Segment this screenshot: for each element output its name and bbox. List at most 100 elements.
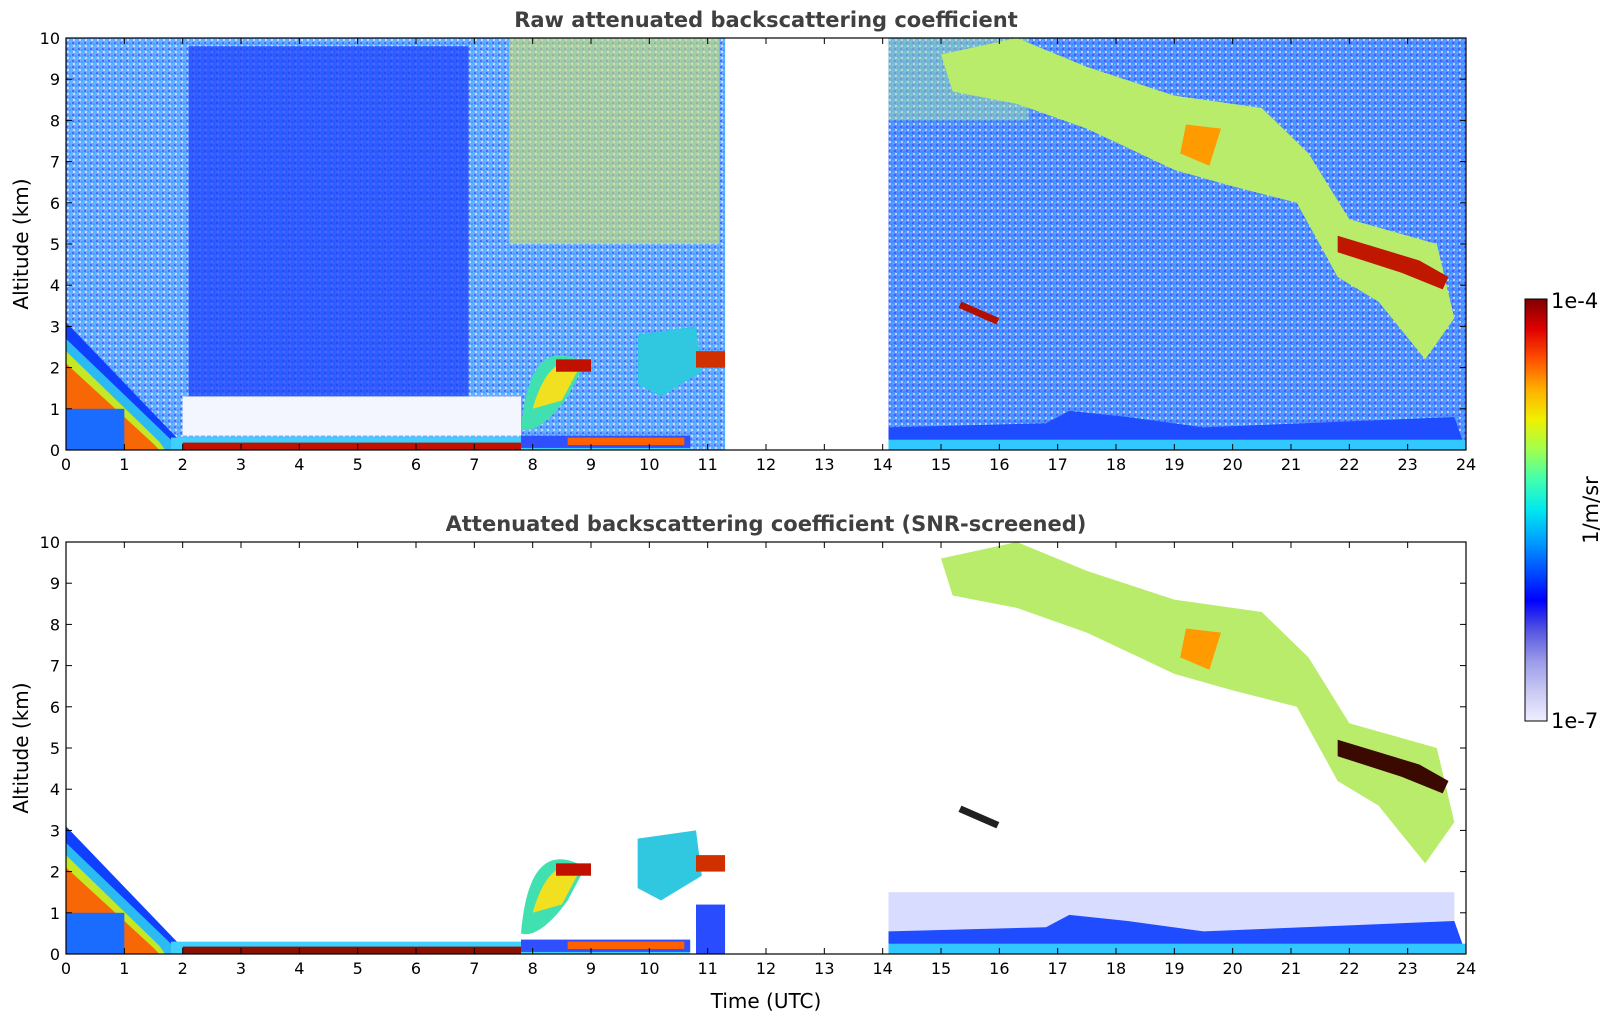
top-low-cloud-top <box>556 359 591 372</box>
bottom-ytick-label: 3 <box>50 821 60 840</box>
top-xtick-label: 8 <box>528 455 538 474</box>
bottom-xtick-label: 13 <box>814 959 834 978</box>
top-xtick-label: 0 <box>61 455 71 474</box>
top-surface-right-cyan <box>888 439 1466 450</box>
top-xtick-label: 7 <box>469 455 479 474</box>
bottom-xtick-label: 24 <box>1456 959 1476 978</box>
bottom-xlabel: Time (UTC) <box>710 989 822 1013</box>
bottom-low-cloud-2 <box>637 830 702 901</box>
top-ytick-label: 6 <box>50 194 60 213</box>
colorbar: 1e-4 1e-7 1/m/sr <box>1524 289 1603 733</box>
top-clear-zone <box>182 396 521 436</box>
top-xtick-label: 2 <box>178 455 188 474</box>
bottom-xtick-label: 14 <box>872 959 892 978</box>
top-cirrus-core <box>1180 124 1221 166</box>
top-xtick-label: 4 <box>294 455 304 474</box>
bottom-xtick-label: 20 <box>1222 959 1242 978</box>
top-heatmap <box>66 38 1466 450</box>
top-xtick-label: 19 <box>1164 455 1184 474</box>
bottom-bl-base <box>66 912 125 954</box>
top-low-cloud-core <box>532 363 580 409</box>
bottom-xtick-label: 15 <box>931 959 951 978</box>
bottom-ytick-label: 6 <box>50 698 60 717</box>
bottom-elevated-layer <box>958 805 1000 829</box>
bottom-xtick-label: 0 <box>61 959 71 978</box>
top-ytick-label: 4 <box>50 276 60 295</box>
top-xtick-label: 14 <box>872 455 892 474</box>
top-xtick-label: 23 <box>1397 455 1417 474</box>
colorbar-min-label: 1e-7 <box>1551 709 1598 733</box>
bottom-xtick-label: 12 <box>756 959 776 978</box>
bottom-ylabel: Altitude (km) <box>9 682 33 813</box>
bottom-ytick-label: 0 <box>50 945 60 964</box>
bottom-xtick-label: 1 <box>119 959 129 978</box>
top-panel: Raw attenuated backscattering coefficien… <box>9 8 1476 474</box>
colorbar-unit-label: 1/m/sr <box>1579 476 1603 544</box>
bottom-cirrus <box>941 542 1455 864</box>
top-data-gap <box>725 38 889 450</box>
bottom-xtick-label: 9 <box>586 959 596 978</box>
top-ylabel: Altitude (km) <box>9 178 33 309</box>
top-ytick-label: 5 <box>50 235 60 254</box>
bottom-xtick-label: 11 <box>697 959 717 978</box>
top-xtick-label: 24 <box>1456 455 1476 474</box>
bottom-surface-right-cyan <box>888 943 1466 954</box>
bottom-xtick-label: 16 <box>989 959 1009 978</box>
bottom-ytick-label: 7 <box>50 657 60 676</box>
bottom-surface-orange <box>567 941 685 950</box>
top-xtick-label: 6 <box>411 455 421 474</box>
top-xtick-label: 9 <box>586 455 596 474</box>
bottom-xtick-label: 21 <box>1281 959 1301 978</box>
bottom-ytick-label: 2 <box>50 863 60 882</box>
bottom-cirrus-core <box>1180 628 1221 670</box>
top-xtick-label: 22 <box>1339 455 1359 474</box>
top-xtick-label: 11 <box>697 455 717 474</box>
bottom-low-cloud-3 <box>696 855 726 872</box>
top-ytick-label: 7 <box>50 153 60 172</box>
top-cirrus <box>941 38 1455 360</box>
bottom-xtick-label: 22 <box>1339 959 1359 978</box>
top-low-cloud-2 <box>637 326 702 397</box>
bottom-panel-title: Attenuated backscattering coefficient (S… <box>446 512 1087 536</box>
bottom-xtick-label: 19 <box>1164 959 1184 978</box>
top-ytick-label: 0 <box>50 441 60 460</box>
bottom-xtick-label: 18 <box>1106 959 1126 978</box>
bottom-data-gap <box>725 542 889 954</box>
top-xtick-label: 18 <box>1106 455 1126 474</box>
bottom-xtick-label: 5 <box>353 959 363 978</box>
bottom-ytick-label: 8 <box>50 615 60 634</box>
bottom-blue-strip <box>696 904 726 954</box>
bottom-xtick-label: 6 <box>411 959 421 978</box>
bottom-panel: Attenuated backscattering coefficient (S… <box>9 512 1476 1013</box>
top-ytick-label: 1 <box>50 400 60 419</box>
top-xtick-label: 21 <box>1281 455 1301 474</box>
bottom-heatmap <box>66 542 1466 954</box>
top-cirrus-base <box>1337 235 1449 290</box>
bottom-xtick-label: 23 <box>1397 959 1417 978</box>
colorbar-bar <box>1524 298 1548 722</box>
bottom-low-cloud-core <box>532 867 580 913</box>
colorbar-max-label: 1e-4 <box>1551 289 1598 313</box>
top-xtick-label: 17 <box>1047 455 1067 474</box>
top-bl-base <box>66 408 125 450</box>
bottom-xtick-label: 7 <box>469 959 479 978</box>
top-xtick-label: 13 <box>814 455 834 474</box>
top-surface-orange <box>567 437 685 446</box>
bottom-ytick-label: 9 <box>50 574 60 593</box>
top-ytick-label: 10 <box>40 29 60 48</box>
top-xtick-label: 3 <box>236 455 246 474</box>
bottom-ytick-label: 4 <box>50 780 60 799</box>
top-ytick-label: 9 <box>50 70 60 89</box>
top-low-cloud-3 <box>696 351 726 368</box>
bottom-xtick-label: 8 <box>528 959 538 978</box>
top-xtick-label: 20 <box>1222 455 1242 474</box>
bottom-ytick-label: 10 <box>40 533 60 552</box>
bottom-xtick-label: 3 <box>236 959 246 978</box>
top-xtick-label: 16 <box>989 455 1009 474</box>
bottom-xtick-label: 4 <box>294 959 304 978</box>
bottom-xtick-label: 10 <box>639 959 659 978</box>
top-ytick-label: 2 <box>50 359 60 378</box>
bottom-ytick-label: 1 <box>50 904 60 923</box>
top-xtick-label: 12 <box>756 455 776 474</box>
